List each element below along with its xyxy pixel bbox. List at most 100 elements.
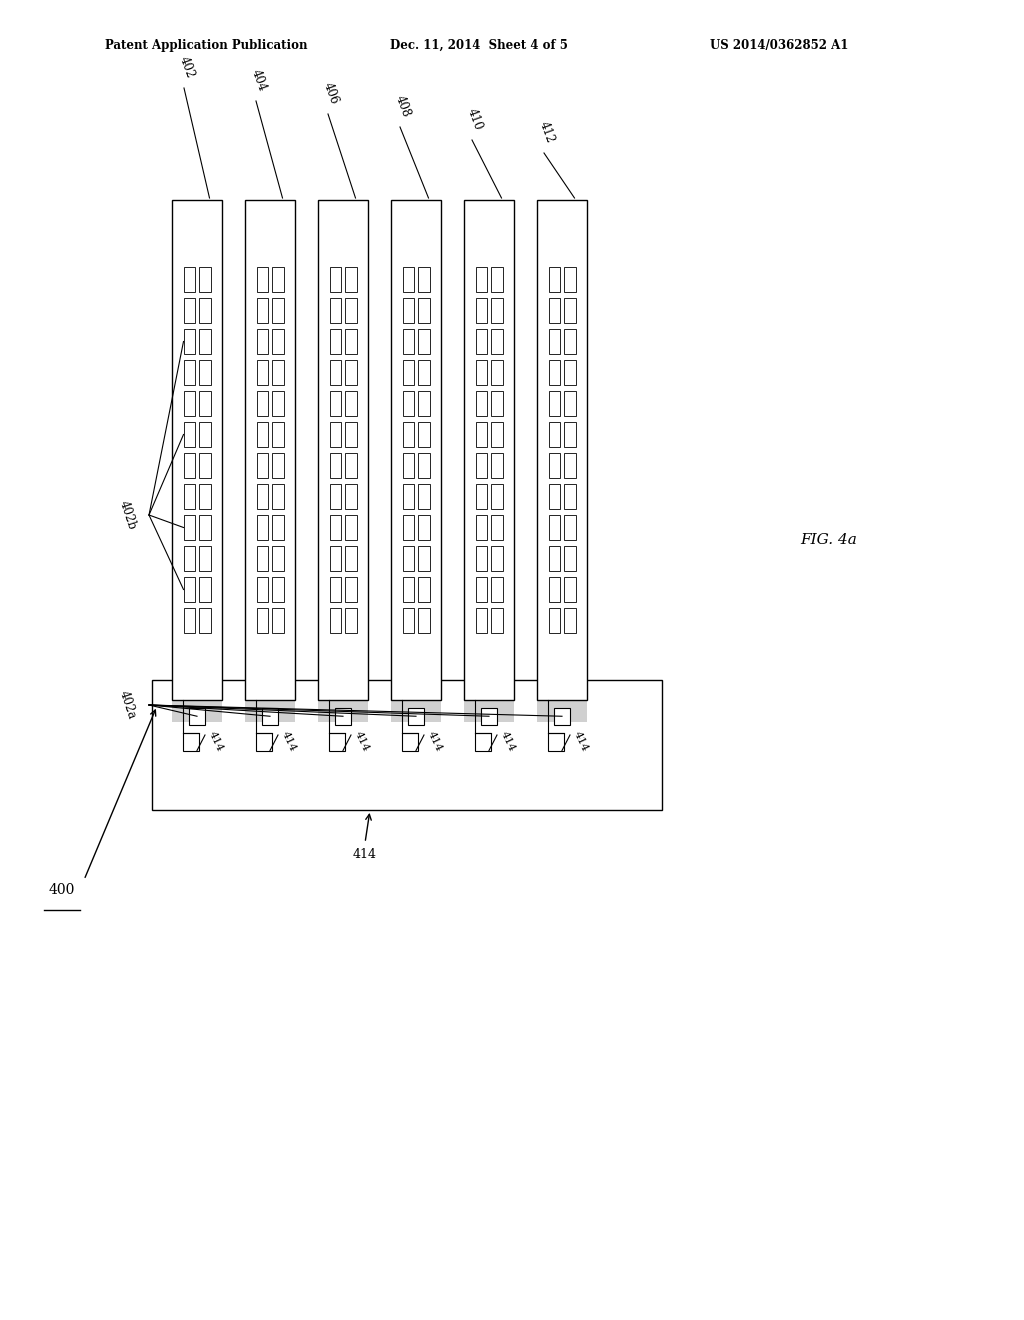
Bar <box>199 329 211 354</box>
Bar <box>272 515 284 540</box>
Bar <box>183 483 195 510</box>
Bar <box>199 483 211 510</box>
Bar <box>345 298 356 323</box>
Bar <box>345 515 356 540</box>
Bar <box>272 391 284 416</box>
Bar <box>490 577 503 602</box>
Bar <box>564 607 575 634</box>
Bar <box>330 453 341 478</box>
Bar <box>402 422 414 447</box>
Text: 406: 406 <box>322 81 341 106</box>
Bar <box>318 700 368 722</box>
Bar <box>199 607 211 634</box>
Bar <box>318 201 368 700</box>
Bar <box>183 577 195 602</box>
Bar <box>330 422 341 447</box>
Bar <box>490 453 503 478</box>
Bar <box>345 422 356 447</box>
Text: 402a: 402a <box>117 689 138 721</box>
Bar <box>418 577 429 602</box>
Bar <box>475 577 487 602</box>
Bar <box>475 607 487 634</box>
Bar <box>418 298 429 323</box>
Text: FIG. 4a: FIG. 4a <box>800 533 857 546</box>
Bar <box>564 267 575 292</box>
Bar <box>183 607 195 634</box>
Text: 414: 414 <box>280 730 298 754</box>
Bar <box>402 483 414 510</box>
Bar <box>245 201 295 700</box>
Bar <box>256 329 268 354</box>
Bar <box>391 700 441 722</box>
Bar <box>330 733 345 751</box>
Bar <box>256 422 268 447</box>
Bar <box>245 700 295 722</box>
Bar <box>345 483 356 510</box>
Bar <box>490 545 503 572</box>
Bar <box>549 391 560 416</box>
Bar <box>490 329 503 354</box>
Bar <box>330 545 341 572</box>
Bar <box>418 267 429 292</box>
Bar <box>345 360 356 385</box>
Bar <box>183 391 195 416</box>
Bar <box>554 708 569 725</box>
Bar <box>256 267 268 292</box>
Bar <box>330 329 341 354</box>
Bar <box>256 545 268 572</box>
Bar <box>256 298 268 323</box>
Bar <box>330 577 341 602</box>
Bar <box>345 453 356 478</box>
Bar <box>418 515 429 540</box>
Bar <box>330 607 341 634</box>
Bar <box>549 545 560 572</box>
Bar <box>183 453 195 478</box>
Bar <box>256 577 268 602</box>
Bar <box>256 360 268 385</box>
Bar <box>475 329 487 354</box>
Bar <box>391 201 441 700</box>
Bar <box>475 483 487 510</box>
Bar <box>490 391 503 416</box>
Bar <box>183 422 195 447</box>
Bar <box>418 329 429 354</box>
Text: Patent Application Publication: Patent Application Publication <box>105 38 307 51</box>
Bar <box>490 267 503 292</box>
Bar <box>549 453 560 478</box>
Bar <box>418 453 429 478</box>
Bar <box>335 708 351 725</box>
Bar <box>402 360 414 385</box>
Bar <box>464 700 514 722</box>
Text: 414: 414 <box>572 730 590 754</box>
Bar <box>490 515 503 540</box>
Bar <box>256 483 268 510</box>
Text: 400: 400 <box>49 883 75 898</box>
Text: 412: 412 <box>537 120 557 145</box>
Bar <box>199 422 211 447</box>
Bar <box>272 298 284 323</box>
Bar <box>481 708 497 725</box>
Bar <box>475 453 487 478</box>
Bar <box>272 483 284 510</box>
Text: 408: 408 <box>393 94 413 119</box>
Bar <box>330 483 341 510</box>
Bar <box>199 298 211 323</box>
Bar <box>549 360 560 385</box>
Bar <box>549 298 560 323</box>
Bar <box>183 733 199 751</box>
Bar <box>272 267 284 292</box>
Text: 414: 414 <box>207 730 225 754</box>
Bar <box>564 545 575 572</box>
Bar <box>272 607 284 634</box>
Bar <box>402 607 414 634</box>
Bar <box>272 545 284 572</box>
Bar <box>345 329 356 354</box>
Bar <box>272 577 284 602</box>
Bar <box>549 607 560 634</box>
Bar <box>330 515 341 540</box>
Bar <box>475 391 487 416</box>
Bar <box>199 267 211 292</box>
Bar <box>345 545 356 572</box>
Bar <box>418 360 429 385</box>
Bar <box>490 607 503 634</box>
